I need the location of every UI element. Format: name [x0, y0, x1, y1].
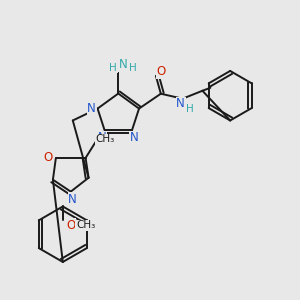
Text: N: N — [176, 97, 185, 110]
Text: N: N — [87, 102, 96, 115]
Text: H: H — [129, 63, 137, 73]
Text: N: N — [130, 131, 139, 144]
Text: CH₃: CH₃ — [96, 134, 115, 144]
Text: O: O — [43, 152, 52, 164]
Text: O: O — [66, 219, 75, 232]
Text: H: H — [110, 63, 117, 73]
Text: CH₃: CH₃ — [76, 220, 95, 230]
Text: H: H — [186, 103, 194, 114]
Text: N: N — [119, 58, 128, 71]
Text: O: O — [156, 65, 165, 78]
Text: N: N — [68, 193, 77, 206]
Text: N: N — [98, 131, 107, 144]
